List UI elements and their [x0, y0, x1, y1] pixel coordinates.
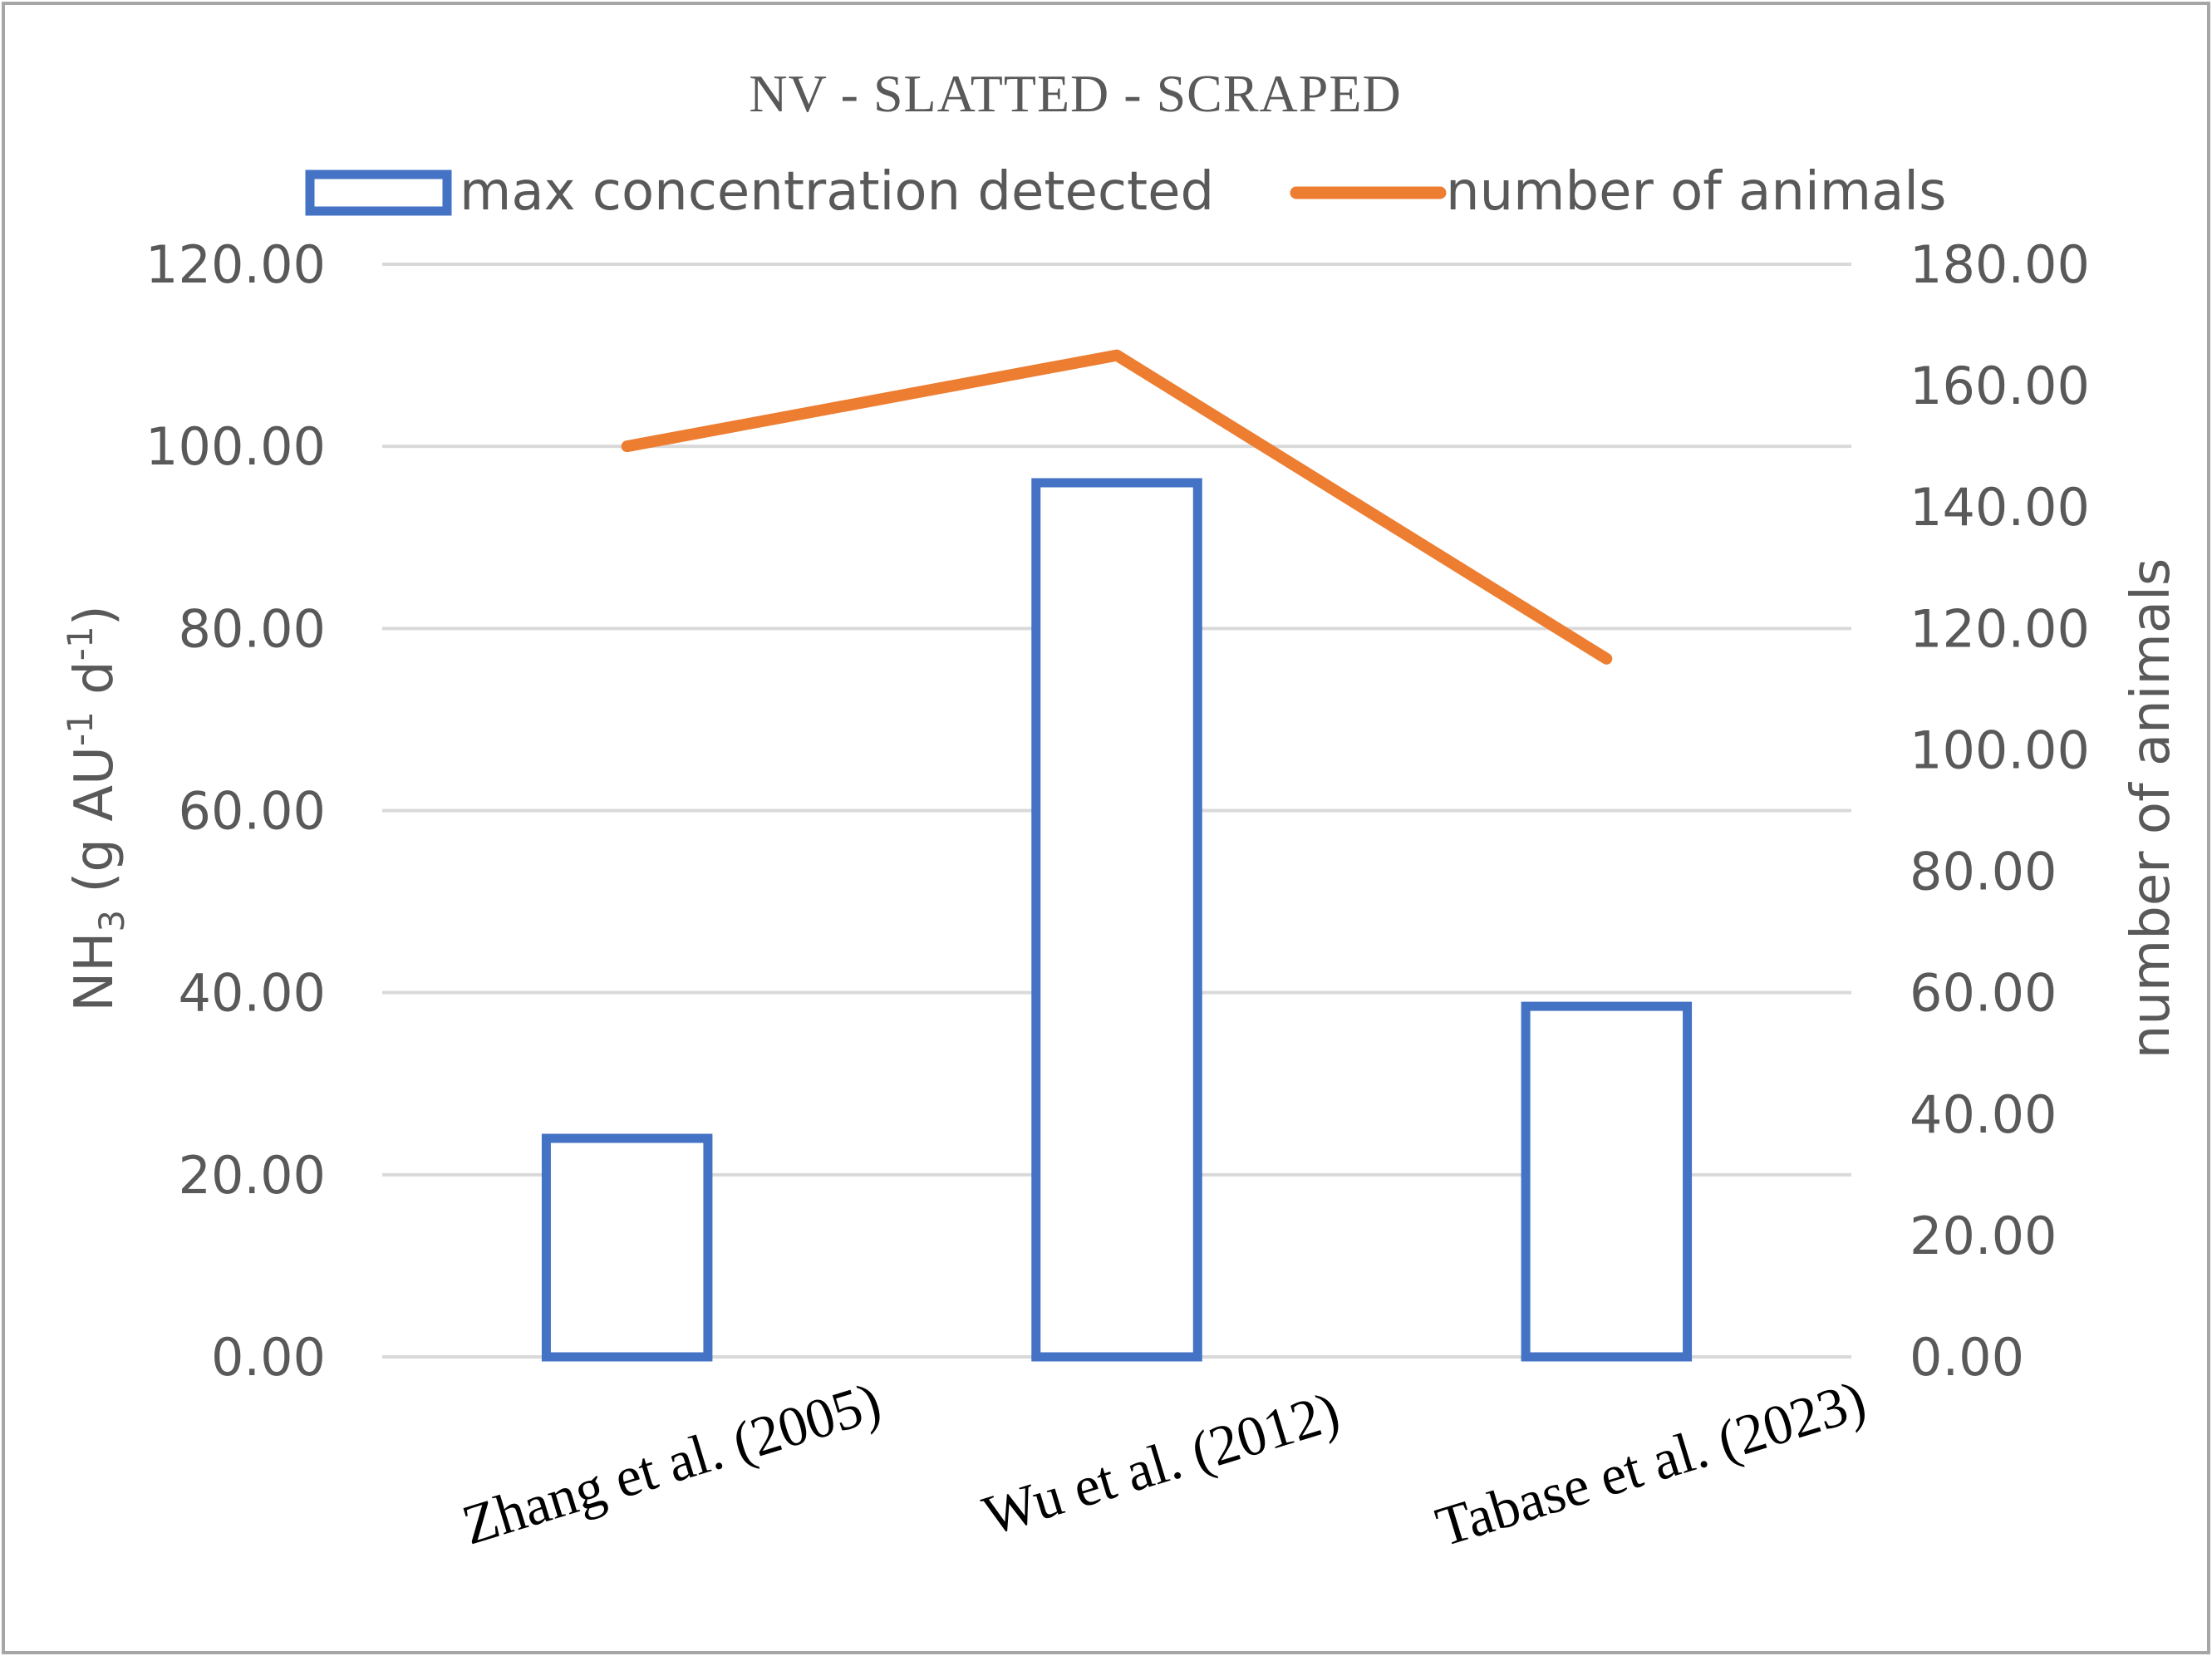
y2-tick-label: 0.00 — [1910, 1327, 2024, 1388]
bar-max-concentration — [1031, 478, 1202, 1362]
y2-axis-title: number of animals — [2121, 558, 2182, 1059]
y-title-suffix: ) — [64, 605, 125, 626]
bar-series — [541, 478, 1693, 1362]
y-tick-label: 0.00 — [211, 1327, 326, 1388]
y-tick-label: 60.00 — [179, 781, 327, 842]
legend-label-number-of-animals: number of animals — [1446, 161, 1946, 223]
y2-tick-label: 160.00 — [1910, 356, 2090, 416]
legend-label-max-concentration: max concentration detected — [460, 161, 1214, 223]
y2-tick-label: 40.00 — [1910, 1084, 2057, 1145]
y-title-mid1: (g AU — [64, 746, 125, 910]
y-title-sub: 3 — [91, 910, 132, 932]
y-title-prefix: NH — [64, 932, 125, 1012]
y2-tick-label: 120.00 — [1910, 598, 2090, 659]
line-number-of-animals — [621, 349, 1613, 665]
y2-tick-label: 180.00 — [1910, 234, 2090, 295]
bar-max-concentration — [541, 1133, 713, 1362]
y-tick-label: 40.00 — [179, 963, 327, 1024]
y2-tick-label: 100.00 — [1910, 720, 2090, 780]
y-title-sup1: -1 — [60, 711, 101, 746]
bar-max-concentration — [1521, 1001, 1693, 1362]
y-tick-label: 20.00 — [179, 1145, 327, 1206]
y2-tick-label: 80.00 — [1910, 842, 2057, 902]
legend-swatch-max-concentration — [305, 170, 452, 216]
y2-tick-label: 60.00 — [1910, 963, 2057, 1024]
y-tick-label: 120.00 — [145, 234, 326, 295]
y-title-sup2: -1 — [60, 626, 101, 661]
line-series — [621, 349, 1613, 665]
y-axis-title: NH3 (g AU-1 d-1) — [60, 605, 132, 1011]
y-tick-label: 100.00 — [145, 416, 326, 477]
y-title-mid2: d — [64, 661, 125, 711]
chart-title: NV - SLATTED - SCRAPED — [749, 64, 1401, 123]
legend: max concentration detected number of ani… — [305, 161, 1946, 223]
y2-axis-ticks: 0.00 20.00 40.00 60.00 80.00 100.00 120.00 140.… — [1910, 234, 2090, 1388]
y-tick-label: 80.00 — [179, 598, 327, 659]
y-axis-ticks: 0.00 20.00 40.00 60.00 80.00 100.00 120.00 — [145, 234, 326, 1388]
y2-tick-label: 140.00 — [1910, 477, 2090, 538]
y2-tick-label: 20.00 — [1910, 1206, 2057, 1266]
